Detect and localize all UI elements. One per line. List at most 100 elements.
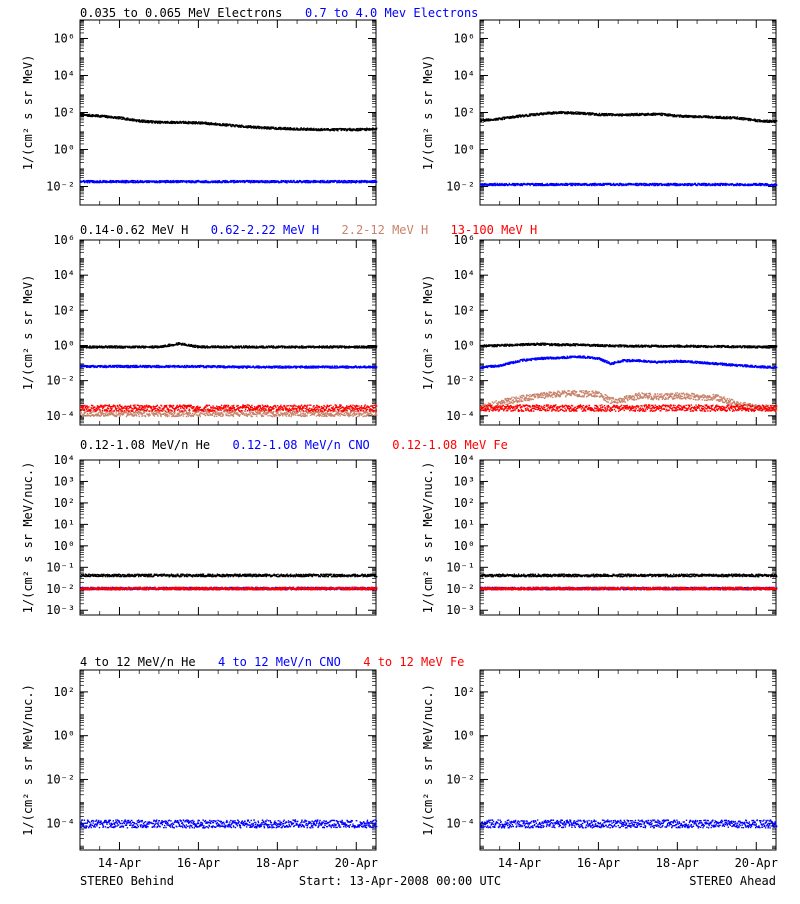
- series-label: 0.7 to 4.0 Mev Electrons: [305, 6, 478, 20]
- x-tick-label: 18-Apr: [656, 856, 699, 870]
- y-tick-label: 10⁻⁴: [446, 816, 475, 830]
- y-tick-label: 10⁻⁴: [446, 409, 475, 423]
- y-axis-label: 1/(cm² s sr MeV): [421, 55, 435, 171]
- x-tick-label: 14-Apr: [498, 856, 541, 870]
- y-tick-label: 10¹: [53, 517, 75, 531]
- data-points: [80, 113, 378, 132]
- plot-frame: [79, 239, 377, 426]
- y-tick-label: 10⁶: [53, 233, 75, 247]
- y-tick-label: 10²: [53, 106, 75, 120]
- panel-row2-ahead: 10⁻⁴ 10⁻² 10⁰ 10² 10⁴ 10⁶ 1/(cm² s sr MeV): [421, 233, 778, 426]
- data-points: [480, 182, 778, 187]
- y-axis-label: 1/(cm² s sr MeV/nuc.): [21, 684, 35, 836]
- row-3-series-labels: 0.12-1.08 MeV/n He 0.12-1.08 MeV/n CNO 0.1…: [80, 438, 508, 452]
- y-tick-label: 10¹: [453, 517, 475, 531]
- row-1-series-labels: 0.035 to 0.065 MeV Electrons 0.7 to 4.0 M…: [80, 6, 478, 20]
- series-0000ff-points: [480, 182, 778, 187]
- data-points: [480, 586, 778, 591]
- y-tick-label: 10⁻²: [46, 180, 75, 194]
- series-0000ff-points: [480, 355, 778, 370]
- data-points: [480, 819, 778, 829]
- data-points: [80, 179, 378, 184]
- y-tick-label: 10⁻²: [46, 582, 75, 596]
- series-ff0000-points: [80, 586, 378, 591]
- y-tick-label: 10⁻²: [46, 772, 75, 786]
- data-points: [80, 342, 378, 349]
- data-points: [480, 355, 778, 370]
- y-tick-label: 10⁰: [53, 729, 75, 743]
- y-tick-label: 10⁶: [53, 32, 75, 46]
- y-tick-label: 10⁰: [53, 338, 75, 352]
- panel-row1-ahead: 10⁻² 10⁰ 10² 10⁴ 10⁶ 1/(cm² s sr MeV): [421, 19, 778, 206]
- y-tick-label: 10⁻²: [446, 582, 475, 596]
- y-tick-label: 10³: [453, 474, 475, 488]
- series-000000-points: [480, 110, 778, 124]
- plot-frame: [479, 19, 777, 206]
- x-tick-label: 16-Apr: [577, 856, 620, 870]
- y-tick-label: 10⁻²: [446, 772, 475, 786]
- y-tick-label: 10²: [53, 303, 75, 317]
- footer-center-label: Start: 13-Apr-2008 00:00 UTC: [299, 874, 501, 888]
- y-tick-label: 10⁰: [53, 143, 75, 157]
- y-tick-label: 10⁻²: [46, 374, 75, 388]
- x-tick-label: 14-Apr: [98, 856, 141, 870]
- row-4-series-labels: 4 to 12 MeV/n He 4 to 12 MeV/n CNO 4 to 12…: [80, 655, 464, 669]
- y-tick-label: 10²: [453, 303, 475, 317]
- series-label: 4 to 12 MeV Fe: [363, 655, 464, 669]
- data-points: [80, 573, 378, 578]
- y-axis-label: 1/(cm² s sr MeV/nuc.): [421, 684, 435, 836]
- x-tick-label: 18-Apr: [256, 856, 299, 870]
- y-tick-label: 10⁻⁴: [46, 816, 75, 830]
- series-label: 0.12-1.08 MeV/n He: [80, 438, 210, 452]
- x-tick-label: 16-Apr: [177, 856, 220, 870]
- y-tick-label: 10²: [453, 685, 475, 699]
- series-0000ff-points: [80, 819, 378, 829]
- plot-frame: [79, 459, 377, 616]
- series-000000-points: [480, 573, 778, 578]
- y-tick-label: 10⁴: [53, 453, 75, 467]
- y-tick-label: 10⁰: [453, 143, 475, 157]
- row-2-series-labels: 0.14-0.62 MeV H 0.62-2.22 MeV H 2.2-12 MeV…: [80, 223, 537, 237]
- plot-frame: [479, 239, 777, 426]
- y-tick-label: 10²: [53, 685, 75, 699]
- y-tick-label: 10⁻¹: [446, 560, 475, 574]
- series-label: 0.14-0.62 MeV H: [80, 223, 188, 237]
- footer-left-label: STEREO Behind: [80, 874, 174, 888]
- series-ff0000-points: [480, 586, 778, 591]
- panel-row4-ahead: 10⁻⁴ 10⁻² 10⁰ 10² 14-Apr 16-Apr 18-Apr 20-Apr 1/…: [421, 669, 778, 870]
- y-axis-label: 1/(cm² s sr MeV/nuc.): [21, 462, 35, 614]
- data-points: [480, 342, 778, 349]
- series-0000ff-points: [80, 364, 378, 369]
- series-000000-points: [80, 342, 378, 349]
- y-axis-label: 1/(cm² s sr MeV): [21, 55, 35, 171]
- series-label: 0.12-1.08 MeV/n CNO: [233, 438, 370, 452]
- y-axis-label: 1/(cm² s sr MeV/nuc.): [421, 462, 435, 614]
- x-tick-label: 20-Apr: [735, 856, 778, 870]
- series-000000-points: [80, 113, 378, 132]
- y-tick-label: 10²: [453, 106, 475, 120]
- series-label: 2.2-12 MeV H: [342, 223, 429, 237]
- series-000000-points: [480, 342, 778, 349]
- y-tick-label: 10⁻³: [46, 603, 75, 617]
- series-label: 4 to 12 MeV/n CNO: [218, 655, 341, 669]
- y-tick-label: 10⁴: [453, 453, 475, 467]
- series-label: 0.035 to 0.065 MeV Electrons: [80, 6, 282, 20]
- y-axis-label: 1/(cm² s sr MeV): [421, 275, 435, 391]
- y-tick-label: 10²: [53, 496, 75, 510]
- data-points: [480, 389, 778, 412]
- plot-frame: [479, 459, 777, 616]
- footer: STEREO Behind Start: 13-Apr-2008 00:00 UT…: [80, 874, 776, 888]
- data-points: [480, 404, 778, 412]
- y-tick-label: 10⁰: [453, 338, 475, 352]
- y-tick-label: 10⁶: [453, 32, 475, 46]
- y-tick-label: 10⁴: [53, 268, 75, 282]
- data-points: [80, 404, 378, 412]
- y-tick-label: 10⁰: [53, 539, 75, 553]
- panel-row1-behind: 10⁻² 10⁰ 10² 10⁴ 10⁶ 1/(cm² s sr MeV): [21, 19, 378, 206]
- y-tick-label: 10⁶: [453, 233, 475, 247]
- data-points: [480, 573, 778, 578]
- y-tick-label: 10⁻²: [446, 374, 475, 388]
- y-tick-label: 10⁴: [453, 69, 475, 83]
